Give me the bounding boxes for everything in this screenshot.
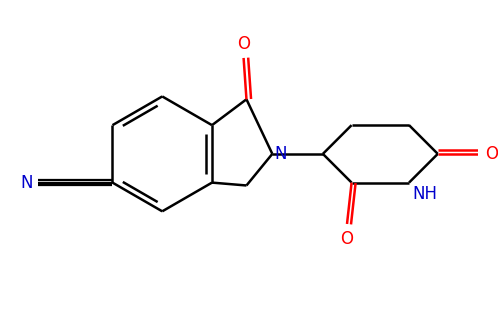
Text: N: N — [21, 174, 33, 192]
Text: O: O — [485, 145, 498, 163]
Text: O: O — [237, 35, 250, 53]
Text: N: N — [274, 145, 287, 163]
Text: O: O — [341, 230, 354, 248]
Text: NH: NH — [412, 186, 437, 203]
